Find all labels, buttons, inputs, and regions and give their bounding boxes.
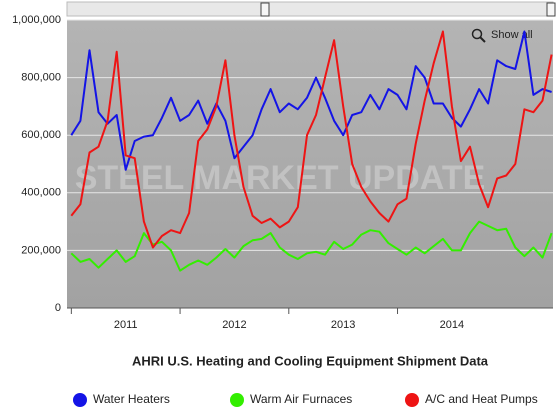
y-tick-label: 600,000: [21, 129, 61, 141]
series-line: [70, 30, 553, 249]
legend-label: Water Heaters: [93, 392, 170, 406]
x-tick-label: 2013: [331, 319, 355, 331]
legend-label: Warm Air Furnaces: [250, 392, 352, 406]
plot-area: [67, 20, 553, 308]
y-tick-label: 200,000: [21, 244, 61, 256]
y-tick-label: 0: [55, 302, 61, 314]
y-tick-label: 400,000: [21, 187, 61, 199]
navigator-handle[interactable]: [260, 2, 270, 17]
series-line: [70, 30, 552, 171]
watermark: STEEL MARKET UPDATE: [75, 159, 486, 197]
x-tick-label: 2012: [222, 319, 246, 331]
legend-marker: [230, 393, 244, 407]
navigator[interactable]: [66, 1, 554, 17]
legend-marker: [405, 393, 419, 407]
legend-marker: [73, 393, 87, 407]
legend-label: A/C and Heat Pumps: [425, 392, 538, 406]
x-tick-label: 2011: [114, 319, 138, 331]
y-tick-label: 1,000,000: [12, 14, 61, 26]
chart-title: AHRI U.S. Heating and Cooling Equipment …: [132, 353, 489, 368]
y-tick-label: 800,000: [21, 72, 61, 84]
navigator-handle[interactable]: [546, 2, 556, 17]
x-tick-label: 2014: [440, 319, 464, 331]
zoom-icon: [479, 36, 486, 43]
zoom-icon: [471, 28, 483, 40]
